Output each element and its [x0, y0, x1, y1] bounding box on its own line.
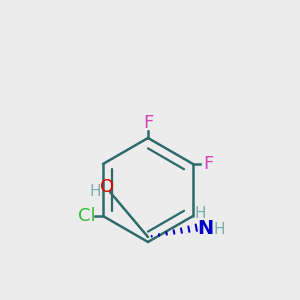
- Text: F: F: [203, 155, 213, 173]
- Text: N: N: [197, 220, 213, 238]
- Text: O: O: [100, 178, 114, 196]
- Text: H: H: [194, 206, 206, 220]
- Text: H: H: [89, 184, 101, 200]
- Text: H: H: [213, 221, 225, 236]
- Text: F: F: [143, 114, 153, 132]
- Text: Cl: Cl: [78, 207, 96, 225]
